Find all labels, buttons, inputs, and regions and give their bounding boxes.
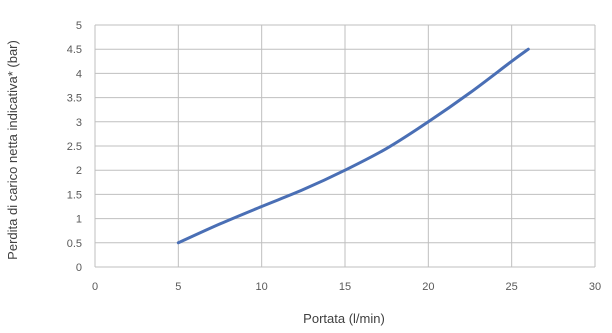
y-tick-label: 1.5 bbox=[67, 189, 82, 201]
x-tick-label: 5 bbox=[175, 281, 181, 293]
x-axis-ticks: 0 5 10 15 20 25 30 bbox=[92, 281, 601, 293]
x-tick-label: 10 bbox=[256, 281, 268, 293]
x-tick-label: 25 bbox=[506, 281, 518, 293]
y-tick-label: 4 bbox=[76, 68, 82, 80]
y-tick-label: 0 bbox=[76, 262, 82, 274]
series-line bbox=[176, 47, 530, 245]
y-tick-label: 5 bbox=[76, 20, 82, 32]
y-tick-label: 3 bbox=[76, 117, 82, 129]
y-tick-label: 4.5 bbox=[67, 44, 82, 56]
y-tick-label: 2 bbox=[76, 165, 82, 177]
y-tick-label: 2.5 bbox=[67, 141, 82, 153]
series-group bbox=[176, 47, 530, 245]
x-tick-label: 30 bbox=[589, 281, 601, 293]
x-tick-label: 20 bbox=[422, 281, 434, 293]
y-tick-label: 3.5 bbox=[67, 93, 82, 105]
y-tick-label: 1 bbox=[76, 214, 82, 226]
y-tick-label: 0.5 bbox=[67, 238, 82, 250]
x-tick-label: 15 bbox=[339, 281, 351, 293]
y-axis-title: Perdita di carico netta indicativa* (bar… bbox=[5, 40, 20, 260]
x-tick-label: 0 bbox=[92, 281, 98, 293]
grid bbox=[94, 24, 596, 268]
x-axis-title: Portata (l/min) bbox=[303, 311, 385, 326]
y-axis-ticks: 0 0.5 1 1.5 2 2.5 3 3.5 4 4.5 5 bbox=[67, 20, 82, 274]
